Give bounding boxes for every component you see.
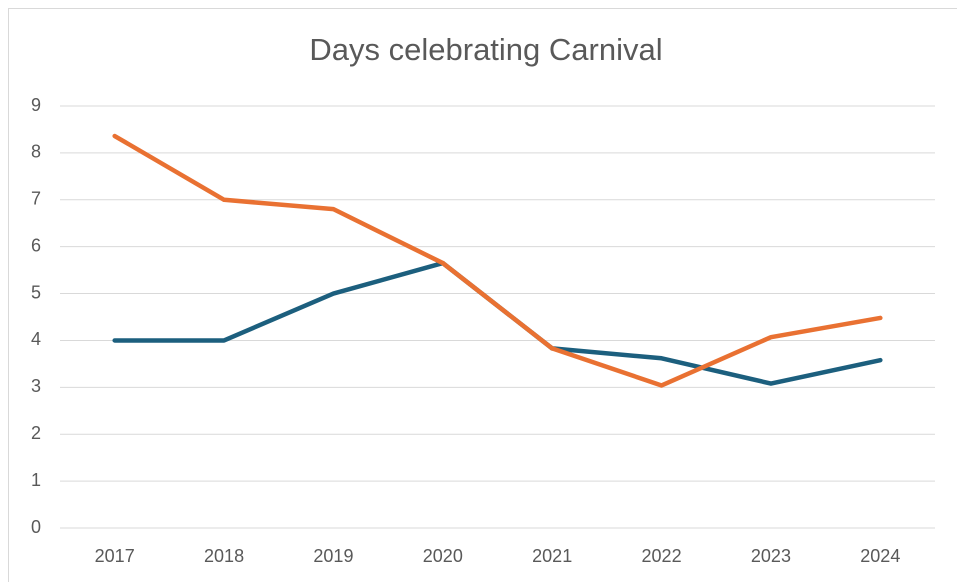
x-tick-label: 2023 bbox=[751, 546, 791, 566]
y-tick-label: 5 bbox=[31, 282, 41, 302]
y-tick-label: 0 bbox=[31, 517, 41, 537]
x-tick-label: 2022 bbox=[642, 546, 682, 566]
x-tick-label: 2017 bbox=[95, 546, 135, 566]
x-tick-label: 2018 bbox=[204, 546, 244, 566]
y-tick-label: 6 bbox=[31, 235, 41, 255]
y-tick-label: 8 bbox=[31, 142, 41, 162]
y-tick-label: 1 bbox=[31, 470, 41, 490]
y-tick-label: 7 bbox=[31, 189, 41, 209]
x-tick-label: 2020 bbox=[423, 546, 463, 566]
x-tick-label: 2019 bbox=[313, 546, 353, 566]
x-tick-label: 2021 bbox=[532, 546, 572, 566]
y-tick-label: 4 bbox=[31, 329, 41, 349]
x-tick-label: 2024 bbox=[860, 546, 900, 566]
y-tick-label: 9 bbox=[31, 95, 41, 115]
series-line bbox=[112, 133, 883, 388]
y-tick-label: 2 bbox=[31, 423, 41, 443]
y-tick-label: 3 bbox=[31, 376, 41, 396]
chart-title: Days celebrating Carnival bbox=[309, 32, 662, 67]
